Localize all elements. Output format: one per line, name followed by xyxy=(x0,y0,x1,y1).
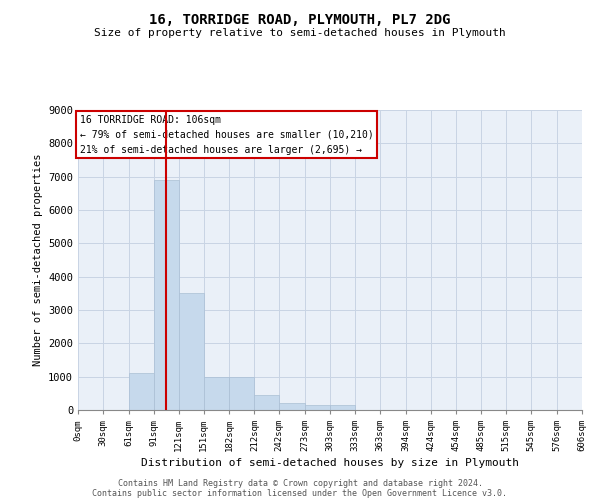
Bar xyxy=(229,376,254,410)
Bar xyxy=(179,294,203,410)
Bar xyxy=(254,395,279,410)
Bar xyxy=(305,405,330,410)
Text: 16, TORRIDGE ROAD, PLYMOUTH, PL7 2DG: 16, TORRIDGE ROAD, PLYMOUTH, PL7 2DG xyxy=(149,12,451,26)
Text: Contains public sector information licensed under the Open Government Licence v3: Contains public sector information licen… xyxy=(92,488,508,498)
Bar xyxy=(330,405,355,410)
Bar xyxy=(129,374,154,410)
Text: Contains HM Land Registry data © Crown copyright and database right 2024.: Contains HM Land Registry data © Crown c… xyxy=(118,478,482,488)
Bar xyxy=(203,376,229,410)
Text: 16 TORRIDGE ROAD: 106sqm
← 79% of semi-detached houses are smaller (10,210)
21% : 16 TORRIDGE ROAD: 106sqm ← 79% of semi-d… xyxy=(80,115,373,154)
Text: Size of property relative to semi-detached houses in Plymouth: Size of property relative to semi-detach… xyxy=(94,28,506,38)
Y-axis label: Number of semi-detached properties: Number of semi-detached properties xyxy=(32,154,43,366)
X-axis label: Distribution of semi-detached houses by size in Plymouth: Distribution of semi-detached houses by … xyxy=(141,458,519,468)
Bar xyxy=(154,180,179,410)
Bar xyxy=(279,404,305,410)
